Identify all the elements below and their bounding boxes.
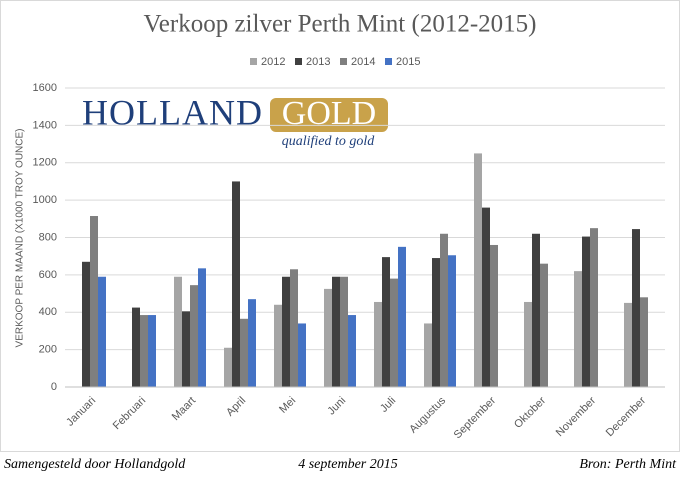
y-tick-label: 600 <box>39 269 57 281</box>
bar <box>332 276 340 387</box>
logo-tagline: qualified to gold <box>282 134 376 149</box>
bar <box>190 285 198 387</box>
bar <box>248 299 256 387</box>
y-tick-label: 400 <box>39 306 57 318</box>
bar <box>290 269 298 387</box>
bar <box>274 304 282 387</box>
y-axis-label: VERKOOP PER MAAND (X1000 TROY OUNCE) <box>15 129 26 348</box>
bar <box>474 153 482 387</box>
chart-title: Verkoop zilver Perth Mint (2012-2015) <box>144 11 537 38</box>
bar <box>382 257 390 387</box>
bar <box>148 315 156 387</box>
bar <box>182 311 190 387</box>
y-tick-label: 1000 <box>33 194 57 206</box>
bar <box>532 233 540 387</box>
bar <box>224 347 232 387</box>
bar <box>298 323 306 387</box>
bar <box>424 323 432 387</box>
bar <box>240 318 248 387</box>
bar <box>340 276 348 387</box>
bar <box>282 276 290 387</box>
legend-label: 2014 <box>351 56 375 68</box>
logo-text: HOLLAND <box>82 92 263 132</box>
logo-text: GOLD <box>282 95 376 132</box>
bar <box>432 258 440 387</box>
y-tick-label: 1400 <box>33 119 57 131</box>
bar <box>624 302 632 387</box>
bar <box>632 229 640 387</box>
bar <box>448 255 456 387</box>
bar <box>132 307 140 387</box>
footer-center: 4 september 2015 <box>298 457 398 472</box>
y-tick-label: 0 <box>51 381 57 393</box>
bar <box>98 276 106 387</box>
bar <box>640 297 648 387</box>
bar <box>374 301 382 387</box>
y-tick-label: 1200 <box>33 157 57 169</box>
y-tick-label: 1600 <box>33 82 57 94</box>
bar <box>232 181 240 387</box>
legend-swatch <box>295 58 302 65</box>
footer-right: Bron: Perth Mint <box>579 457 677 472</box>
bar <box>440 233 448 387</box>
bar <box>90 216 98 387</box>
bar <box>390 278 398 387</box>
legend-label: 2015 <box>396 56 420 68</box>
legend-swatch <box>340 58 347 65</box>
bar <box>582 236 590 387</box>
legend-swatch <box>250 58 257 65</box>
footer-left: Samengesteld door Hollandgold <box>4 457 186 472</box>
bar <box>524 301 532 387</box>
legend-label: 2013 <box>306 56 330 68</box>
legend-label: 2012 <box>261 56 285 68</box>
bar <box>174 276 182 387</box>
bar <box>490 244 498 387</box>
y-tick-label: 800 <box>39 231 57 243</box>
bar <box>482 207 490 387</box>
bar <box>398 246 406 387</box>
bar <box>82 261 90 387</box>
bar <box>140 315 148 387</box>
y-tick-label: 200 <box>39 344 57 356</box>
legend-swatch <box>385 58 392 65</box>
logo-badge <box>270 98 388 132</box>
bar <box>574 271 582 387</box>
bar <box>198 268 206 387</box>
bar <box>348 315 356 387</box>
bar <box>324 288 332 387</box>
bar <box>590 228 598 387</box>
bar <box>540 263 548 387</box>
